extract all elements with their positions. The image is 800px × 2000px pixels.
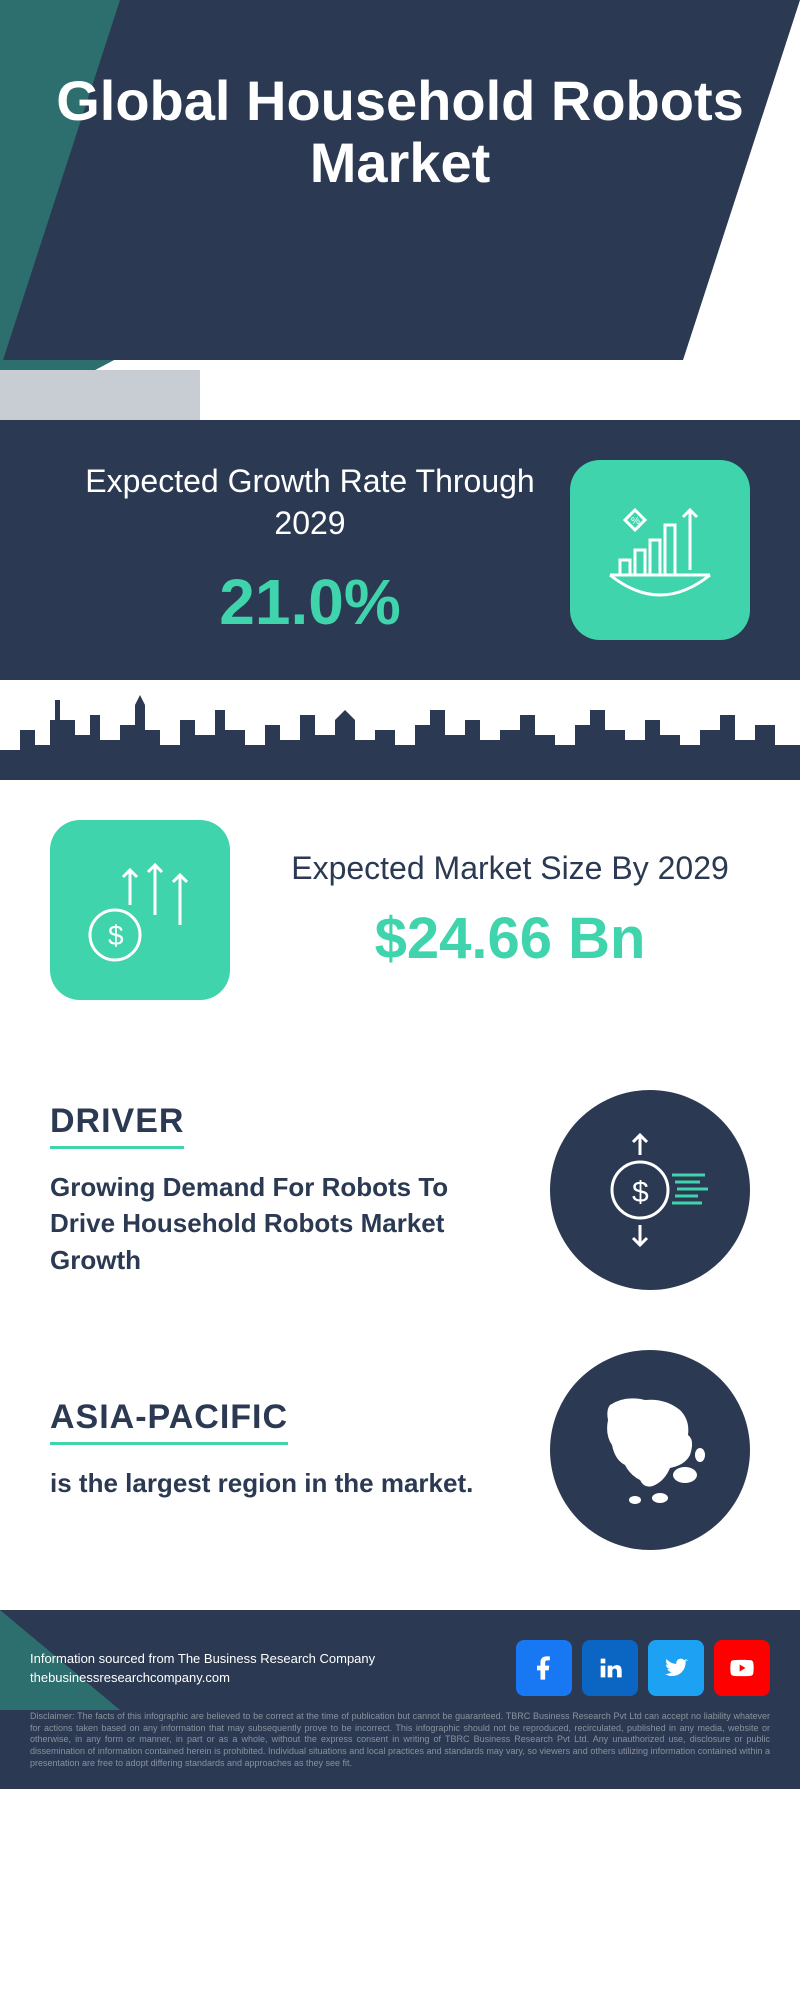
svg-text:%: % bbox=[631, 516, 640, 527]
region-body: is the largest region in the market. bbox=[50, 1465, 510, 1501]
linkedin-icon bbox=[596, 1654, 624, 1682]
twitter-link[interactable] bbox=[648, 1640, 704, 1696]
market-label: Expected Market Size By 2029 bbox=[270, 848, 750, 890]
region-heading: ASIA-PACIFIC bbox=[50, 1398, 288, 1445]
growth-panel: Expected Growth Rate Through 2029 21.0% … bbox=[0, 420, 800, 680]
twitter-icon bbox=[662, 1654, 690, 1682]
region-section: ASIA-PACIFIC is the largest region in th… bbox=[0, 1320, 800, 1610]
driver-section: DRIVER Growing Demand For Robots To Driv… bbox=[0, 1060, 800, 1320]
social-icons bbox=[516, 1640, 770, 1696]
disclaimer-text: Disclaimer: The facts of this infographi… bbox=[30, 1711, 770, 1769]
linkedin-link[interactable] bbox=[582, 1640, 638, 1696]
youtube-link[interactable] bbox=[714, 1640, 770, 1696]
facebook-link[interactable] bbox=[516, 1640, 572, 1696]
footer-source-line2: thebusinessresearchcompany.com bbox=[30, 1668, 375, 1688]
driver-heading: DRIVER bbox=[50, 1102, 184, 1149]
header: Global Household Robots Market bbox=[0, 0, 800, 420]
growth-label: Expected Growth Rate Through 2029 bbox=[50, 461, 570, 544]
region-text-block: ASIA-PACIFIC is the largest region in th… bbox=[50, 1398, 510, 1501]
page-title: Global Household Robots Market bbox=[0, 70, 800, 193]
growth-value: 21.0% bbox=[50, 565, 570, 639]
gray-band bbox=[0, 370, 200, 420]
driver-money-flow-icon: $ bbox=[550, 1090, 750, 1290]
facebook-icon bbox=[530, 1654, 558, 1682]
market-text-block: Expected Market Size By 2029 $24.66 Bn bbox=[270, 848, 750, 972]
growth-text-block: Expected Growth Rate Through 2029 21.0% bbox=[50, 461, 570, 638]
driver-text-block: DRIVER Growing Demand For Robots To Driv… bbox=[50, 1102, 510, 1278]
market-value: $24.66 Bn bbox=[270, 905, 750, 972]
skyline-divider bbox=[0, 680, 800, 780]
footer-source-text: Information sourced from The Business Re… bbox=[30, 1649, 375, 1688]
market-panel: $ Expected Market Size By 2029 $24.66 Bn bbox=[0, 780, 800, 1060]
footer: Information sourced from The Business Re… bbox=[0, 1610, 800, 1789]
svg-text:$: $ bbox=[108, 920, 124, 951]
market-dollar-icon: $ bbox=[50, 820, 230, 1000]
driver-body: Growing Demand For Robots To Drive House… bbox=[50, 1169, 510, 1278]
svg-text:$: $ bbox=[632, 1176, 649, 1209]
growth-chart-icon: % bbox=[570, 460, 750, 640]
asia-pacific-map-icon bbox=[550, 1350, 750, 1550]
footer-source-line1: Information sourced from The Business Re… bbox=[30, 1649, 375, 1669]
youtube-icon bbox=[728, 1654, 756, 1682]
